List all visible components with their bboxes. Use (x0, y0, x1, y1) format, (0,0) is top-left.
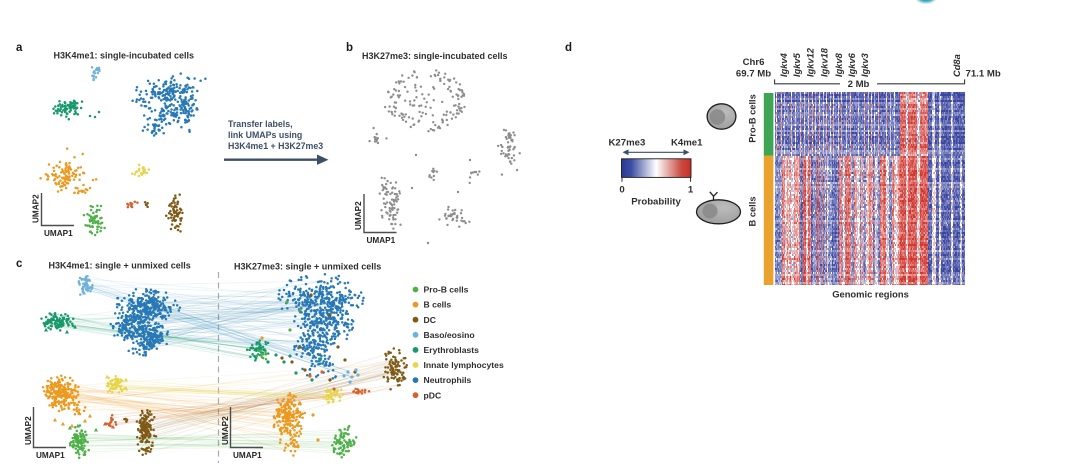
svg-text:B cells: B cells (748, 197, 758, 227)
svg-text:Probability: Probability (631, 197, 681, 208)
svg-text:2 Mb: 2 Mb (848, 79, 870, 90)
svg-text:Transfer labels,: Transfer labels, (228, 119, 293, 129)
svg-text:Igkv4: Igkv4 (779, 52, 789, 77)
svg-text:UMAP2: UMAP2 (354, 201, 363, 230)
svg-text:Igkv3: Igkv3 (860, 52, 870, 77)
svg-text:Igkv8: Igkv8 (834, 52, 844, 77)
svg-text:H3K4me1: single + unmixed cell: H3K4me1: single + unmixed cells (49, 261, 191, 271)
svg-text:Innate lymphocytes: Innate lymphocytes (424, 360, 504, 370)
svg-text:0: 0 (619, 185, 624, 196)
svg-text:DC: DC (424, 315, 436, 325)
svg-text:Igkv12: Igkv12 (806, 47, 816, 77)
svg-text:H3K4me1 + H3K27me3: H3K4me1 + H3K27me3 (228, 141, 323, 151)
svg-text:K27me3: K27me3 (609, 138, 646, 149)
svg-text:UMAP2: UMAP2 (32, 194, 41, 223)
svg-text:H3K27me3: single + unmixed cel: H3K27me3: single + unmixed cells (234, 262, 381, 272)
svg-text:UMAP1: UMAP1 (36, 451, 65, 460)
svg-text:Baso/eosino: Baso/eosino (424, 330, 475, 340)
svg-text:H3K4me1: single-incubated cell: H3K4me1: single-incubated cells (54, 51, 195, 61)
svg-text:UMAP1: UMAP1 (367, 236, 396, 245)
svg-text:Neutrophils: Neutrophils (424, 375, 472, 385)
svg-text:B cells: B cells (424, 300, 452, 310)
svg-text:d: d (565, 42, 572, 54)
svg-text:Igkv18: Igkv18 (820, 47, 830, 77)
svg-text:link UMAPs using: link UMAPs using (228, 130, 302, 140)
svg-text:Chr6: Chr6 (743, 57, 765, 68)
svg-text:UMAP1: UMAP1 (44, 229, 73, 238)
svg-text:Igkv5: Igkv5 (792, 52, 802, 77)
svg-text:UMAP1: UMAP1 (233, 451, 262, 460)
svg-text:a: a (16, 42, 23, 54)
svg-text:71.1 Mb: 71.1 Mb (966, 69, 1001, 80)
svg-text:UMAP2: UMAP2 (221, 416, 230, 445)
svg-text:UMAP2: UMAP2 (24, 416, 33, 445)
svg-text:b: b (346, 42, 353, 54)
svg-text:Pro-B cells: Pro-B cells (424, 285, 469, 295)
svg-text:K4me1: K4me1 (671, 138, 703, 149)
svg-text:Cd8a: Cd8a (952, 54, 962, 77)
svg-text:c: c (16, 258, 23, 270)
svg-text:1: 1 (688, 185, 694, 196)
svg-text:Igkv6: Igkv6 (847, 52, 857, 77)
svg-text:pDC: pDC (424, 390, 442, 400)
svg-text:Genomic regions: Genomic regions (832, 289, 909, 300)
svg-text:69.7 Mb: 69.7 Mb (736, 68, 771, 79)
svg-text:Pro-B cells: Pro-B cells (748, 94, 758, 143)
svg-text:H3K27me3: single-incubated cel: H3K27me3: single-incubated cells (362, 51, 508, 61)
svg-text:Erythroblasts: Erythroblasts (424, 345, 480, 355)
